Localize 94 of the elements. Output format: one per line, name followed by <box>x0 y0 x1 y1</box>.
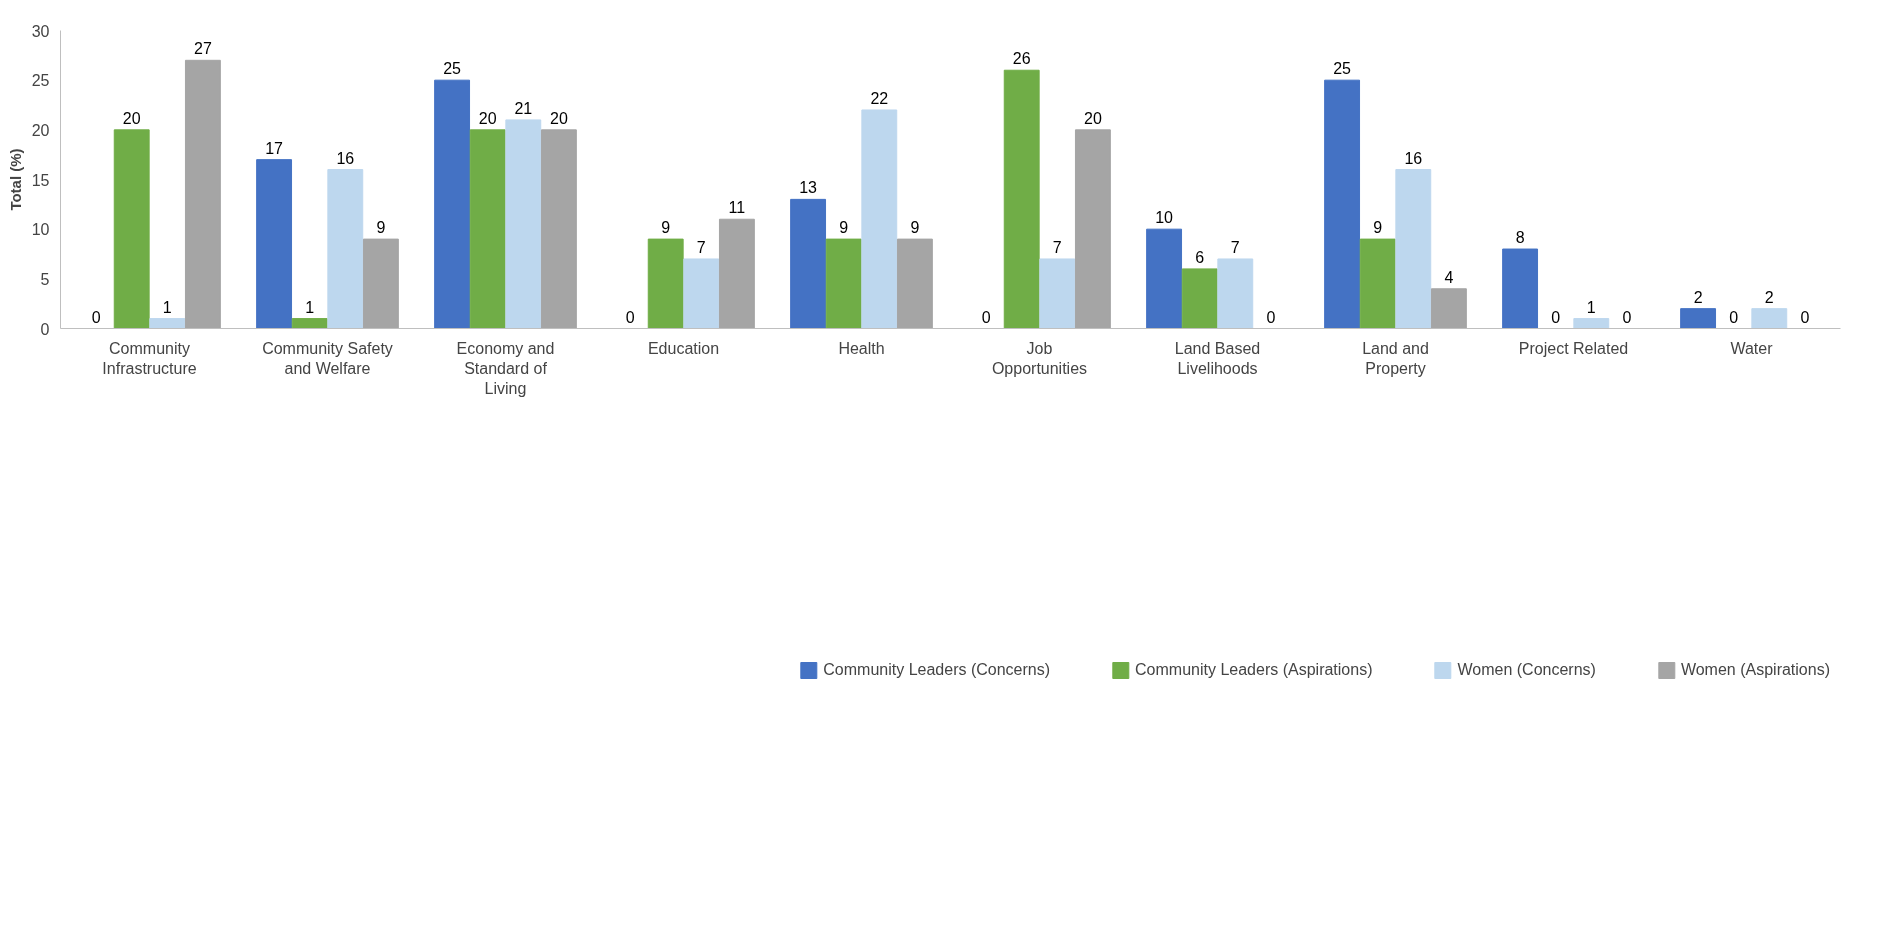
data-label: 2 <box>1764 288 1774 306</box>
data-label: 25 <box>1333 60 1352 78</box>
data-label: 8 <box>1515 229 1525 247</box>
x-tick-label: Community Infrastructure <box>102 339 197 377</box>
bar <box>469 129 506 329</box>
data-label: 9 <box>661 219 671 237</box>
bar <box>1039 258 1076 329</box>
bar <box>683 258 720 329</box>
x-tick-label: Economy and Standard of Living <box>456 339 555 398</box>
y-tick-label: 20 <box>31 121 50 139</box>
data-label: 0 <box>1729 308 1739 326</box>
bar <box>184 59 221 329</box>
data-label: 26 <box>1012 50 1031 68</box>
data-label: 20 <box>478 109 497 127</box>
bar <box>1751 308 1788 329</box>
data-label: 6 <box>1195 248 1205 266</box>
data-label: 9 <box>910 219 920 237</box>
data-label: 0 <box>981 308 991 326</box>
x-tick-label: Job Opportunities <box>991 339 1088 377</box>
bar <box>256 159 293 329</box>
bar <box>1074 129 1111 329</box>
data-label: 20 <box>1084 109 1102 127</box>
bar <box>505 119 542 329</box>
x-tick-label: Project Related <box>1518 339 1629 357</box>
bar <box>1146 228 1183 329</box>
bar <box>362 238 399 329</box>
y-tick-label: 30 <box>31 22 50 40</box>
data-label: 0 <box>625 308 635 326</box>
bar <box>896 238 933 329</box>
bar <box>1217 258 1254 329</box>
legend-label: Women (Concerns) <box>1457 661 1596 679</box>
data-label: 1 <box>305 298 315 316</box>
bar <box>1003 69 1040 329</box>
data-label: 1 <box>1586 298 1596 316</box>
bar <box>1181 268 1218 329</box>
data-label: 0 <box>1551 308 1561 326</box>
data-label: 21 <box>514 99 533 117</box>
x-tick-label: Health <box>838 339 885 357</box>
data-label: 4 <box>1444 268 1454 286</box>
x-tick-label: Water <box>1730 339 1774 357</box>
y-tick-label: 15 <box>31 171 50 189</box>
bar <box>1680 308 1717 329</box>
data-label: 10 <box>1155 209 1174 227</box>
bar <box>825 238 862 329</box>
data-label: 17 <box>265 139 284 157</box>
bar <box>861 109 898 329</box>
x-tick-label: Land Based Livelihoods <box>1174 339 1261 377</box>
y-tick-label: 25 <box>31 72 50 90</box>
bar <box>1502 248 1539 329</box>
bar <box>540 129 577 329</box>
bar <box>718 218 755 329</box>
data-label: 20 <box>550 109 568 127</box>
data-label: 20 <box>122 109 141 127</box>
bar <box>1324 79 1361 329</box>
data-label: 16 <box>1404 149 1423 167</box>
data-label: 0 <box>1266 308 1276 326</box>
x-tick-label: Education <box>647 339 720 357</box>
bar <box>291 318 328 329</box>
data-label: 11 <box>728 199 746 217</box>
y-tick-label: 0 <box>40 320 50 338</box>
data-label: 7 <box>1052 238 1062 256</box>
bar <box>327 169 364 329</box>
data-label: 0 <box>1622 308 1632 326</box>
x-tick-label: Land and Property <box>1362 339 1429 377</box>
x-tick-label: Community Safety and Welfare <box>262 339 393 377</box>
data-label: 9 <box>839 219 849 237</box>
legend-label: Community Leaders (Aspirations) <box>1135 661 1373 679</box>
bar <box>647 238 684 329</box>
data-label: 7 <box>696 238 706 256</box>
data-label: 1 <box>162 298 172 316</box>
data-label: 9 <box>376 219 386 237</box>
data-label: 2 <box>1693 288 1703 306</box>
data-label: 0 <box>91 308 101 326</box>
bar <box>1395 169 1432 329</box>
bar <box>113 129 150 329</box>
bar <box>1430 288 1467 329</box>
legend-label: Women (Aspirations) <box>1680 661 1830 679</box>
bar <box>1359 238 1396 329</box>
bar <box>434 79 471 329</box>
y-tick-label: 5 <box>40 270 50 288</box>
data-label: 13 <box>799 179 818 197</box>
y-axis-title: Total (%) <box>6 148 24 211</box>
bar <box>1573 318 1610 329</box>
legend-label: Community Leaders (Concerns) <box>823 661 1051 679</box>
data-label: 0 <box>1800 308 1810 326</box>
bar <box>149 318 186 329</box>
data-label: 9 <box>1373 219 1383 237</box>
data-label: 27 <box>194 40 212 58</box>
data-label: 22 <box>870 89 889 107</box>
bar <box>790 198 827 329</box>
data-label: 25 <box>443 60 462 78</box>
y-tick-label: 10 <box>31 221 50 239</box>
data-label: 7 <box>1230 238 1240 256</box>
data-label: 16 <box>336 149 355 167</box>
